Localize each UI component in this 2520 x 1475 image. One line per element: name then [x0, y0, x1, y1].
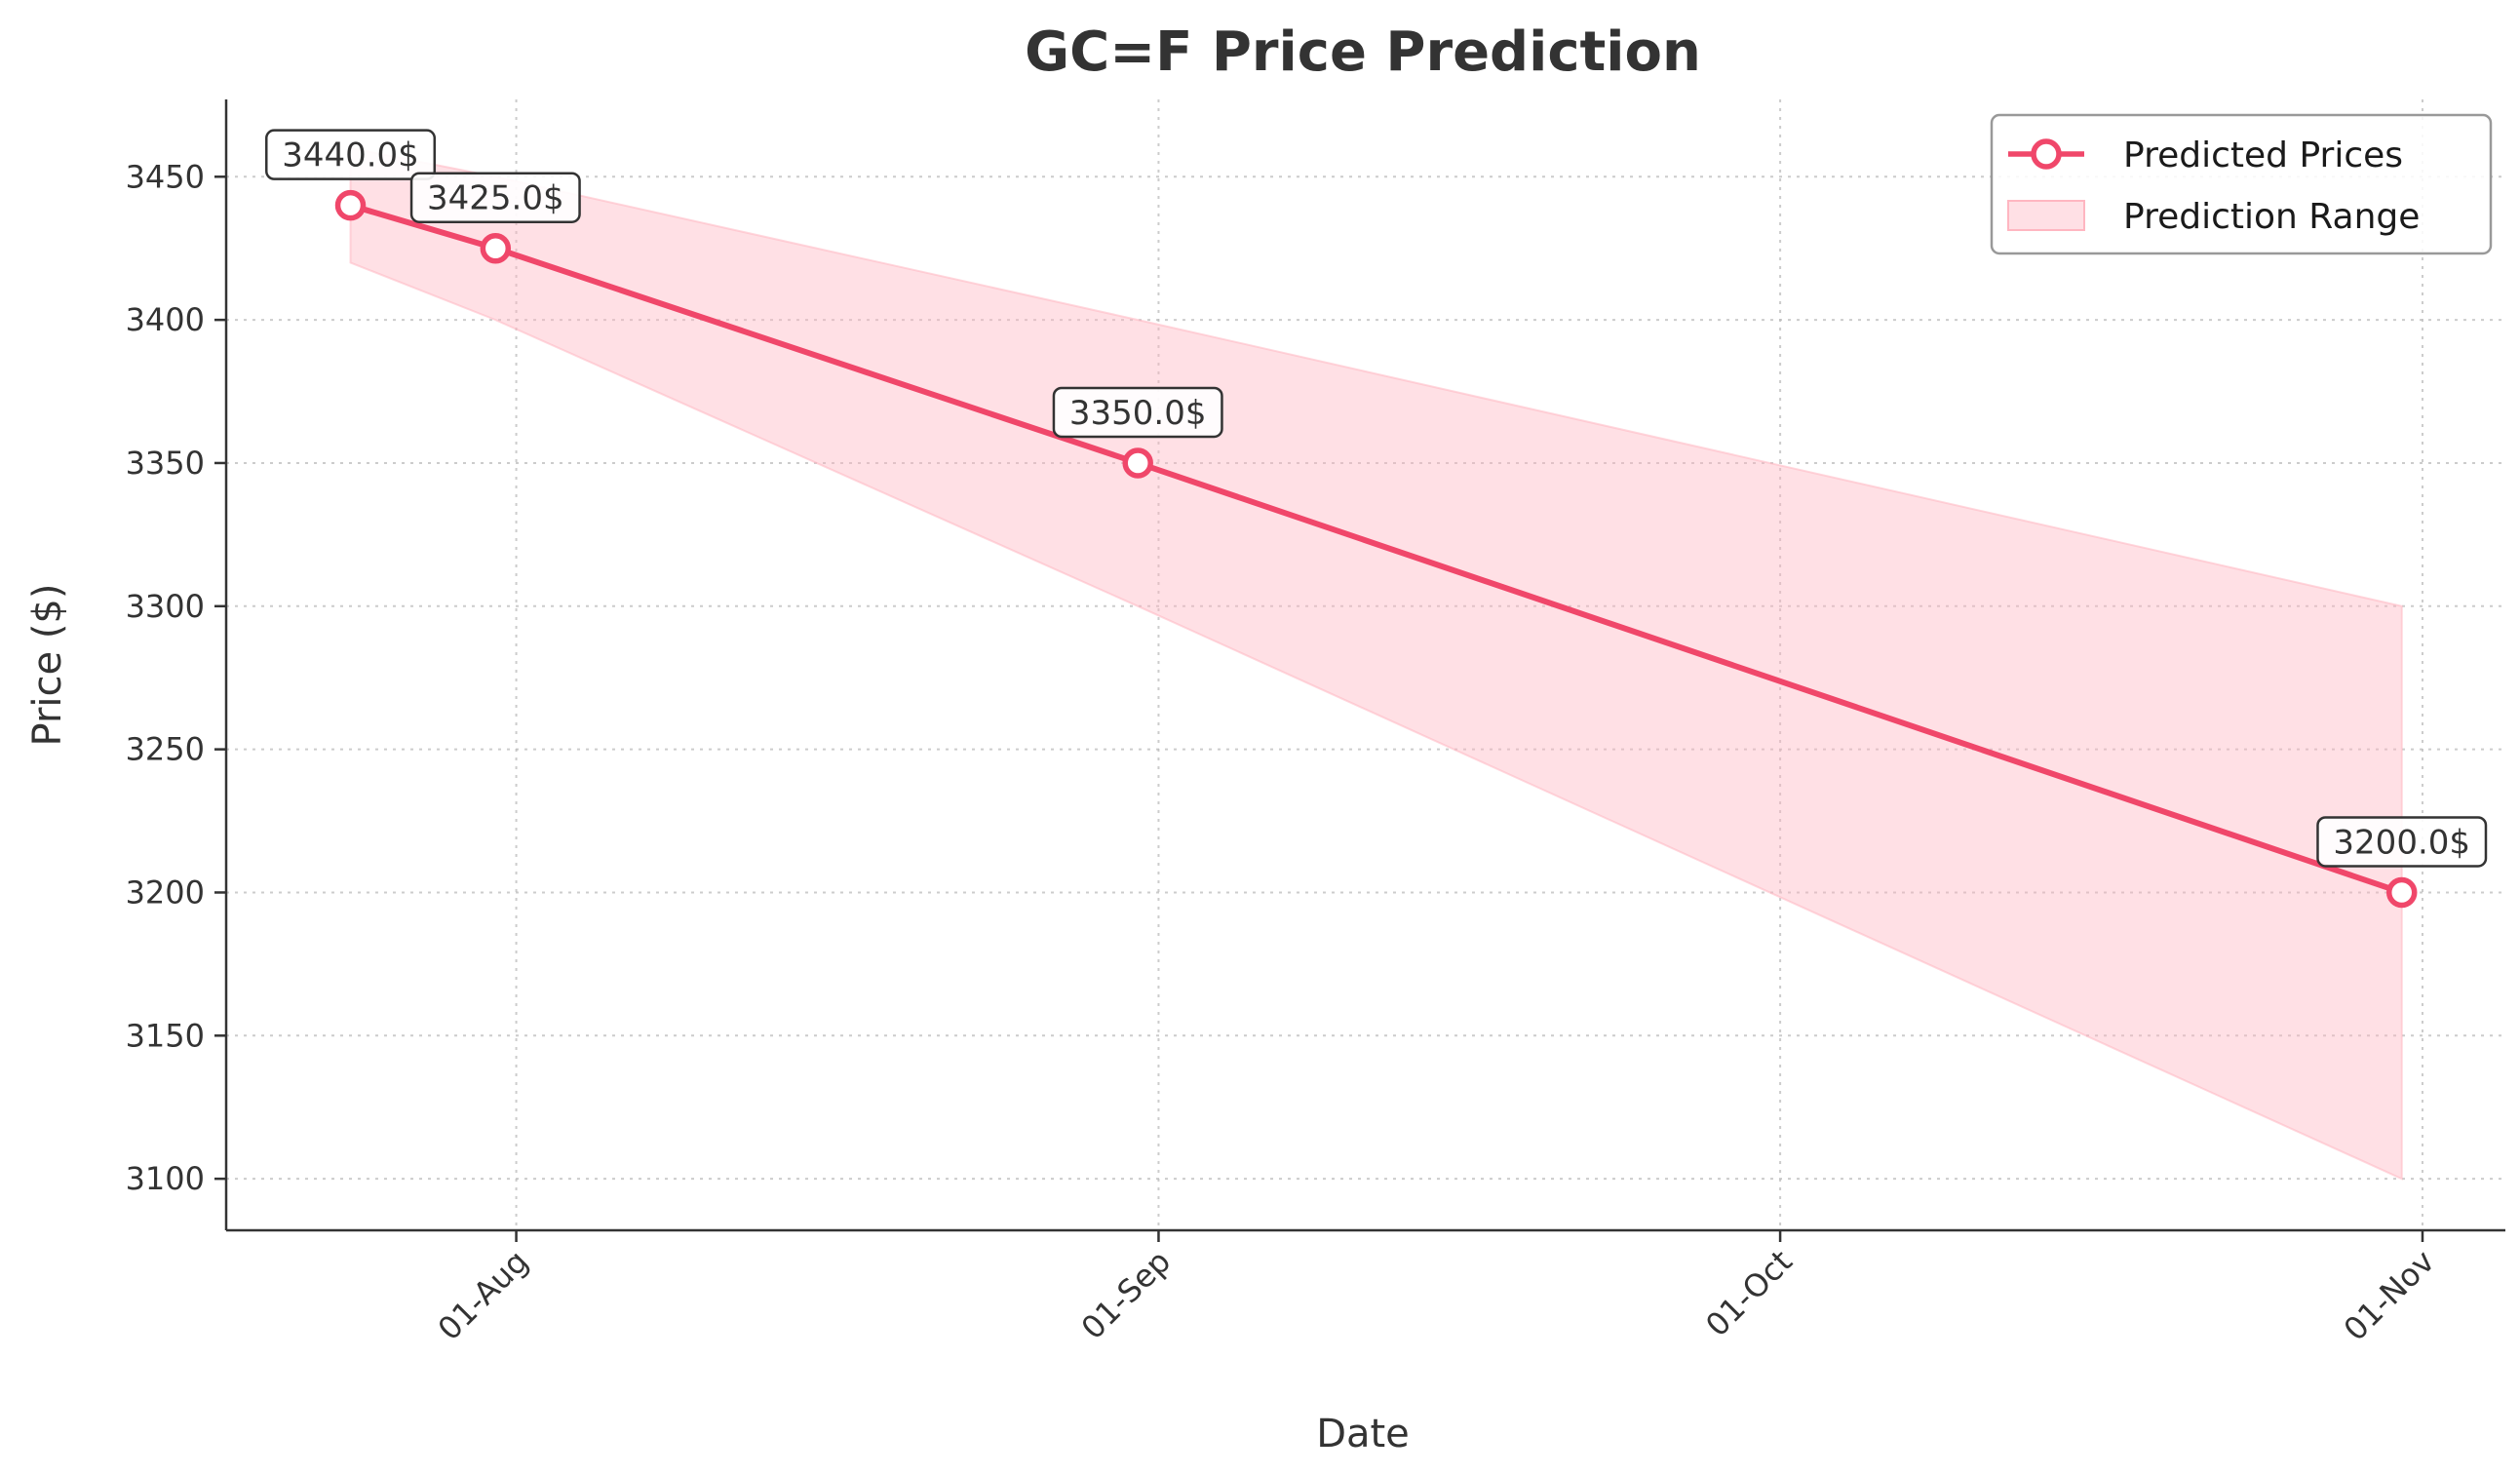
legend-frame [1990, 113, 2493, 255]
data-labels: 3440.0$3425.0$ 3350.0$ 3200.0$ [265, 129, 2488, 868]
grid-lines [226, 99, 2505, 1230]
axes [214, 99, 2505, 1242]
chart-title: GC=F Price Prediction [1025, 20, 1701, 84]
x-tick-label: 01-Oct [1698, 1243, 1800, 1344]
x-tick-label: 01-Nov [2337, 1243, 2442, 1348]
data-point [2385, 876, 2418, 909]
predicted-prices-line [347, 202, 2405, 896]
y-tick-label: 3150 [126, 1017, 205, 1054]
y-tick-label: 3450 [126, 158, 205, 195]
predicted-prices-polyline [347, 202, 2405, 896]
y-tick-label: 3250 [126, 731, 205, 768]
y-axis-label: Price ($) [25, 584, 70, 747]
data-label: 3200.0$ [2333, 823, 2470, 862]
data-label: 3350.0$ [1069, 394, 1207, 433]
data-label-box [2316, 816, 2488, 868]
data-label-box [1052, 386, 1223, 439]
legend-range-swatch [2007, 200, 2085, 231]
legend-label-prediction-range: Prediction Range [2123, 197, 2420, 237]
prediction-range-area [349, 146, 2403, 1181]
data-point [1122, 447, 1153, 479]
prediction-range-band [349, 146, 2403, 1181]
legend-point-marker [2031, 138, 2062, 170]
y-tick-label: 3100 [126, 1160, 205, 1197]
y-tick-label: 3350 [126, 445, 205, 482]
predicted-price-points [334, 189, 2418, 909]
data-label: 3425.0$ [427, 179, 564, 218]
x-tick-label: 01-Sep [1074, 1243, 1178, 1346]
legend: Predicted Prices Prediction Range [1990, 113, 2493, 255]
legend-label-predicted-prices: Predicted Prices [2123, 136, 2403, 175]
data-label-box [265, 129, 437, 180]
y-tick-label: 3400 [126, 301, 205, 338]
x-tick-label: 01-Aug [431, 1243, 536, 1348]
y-tick-label: 3200 [126, 873, 205, 911]
data-point [334, 189, 367, 221]
data-label: 3440.0$ [282, 136, 419, 175]
y-tick-label: 3300 [126, 588, 205, 625]
data-point [480, 232, 512, 264]
x-axis-label: Date [1316, 1412, 1410, 1456]
data-label-box [409, 172, 581, 223]
